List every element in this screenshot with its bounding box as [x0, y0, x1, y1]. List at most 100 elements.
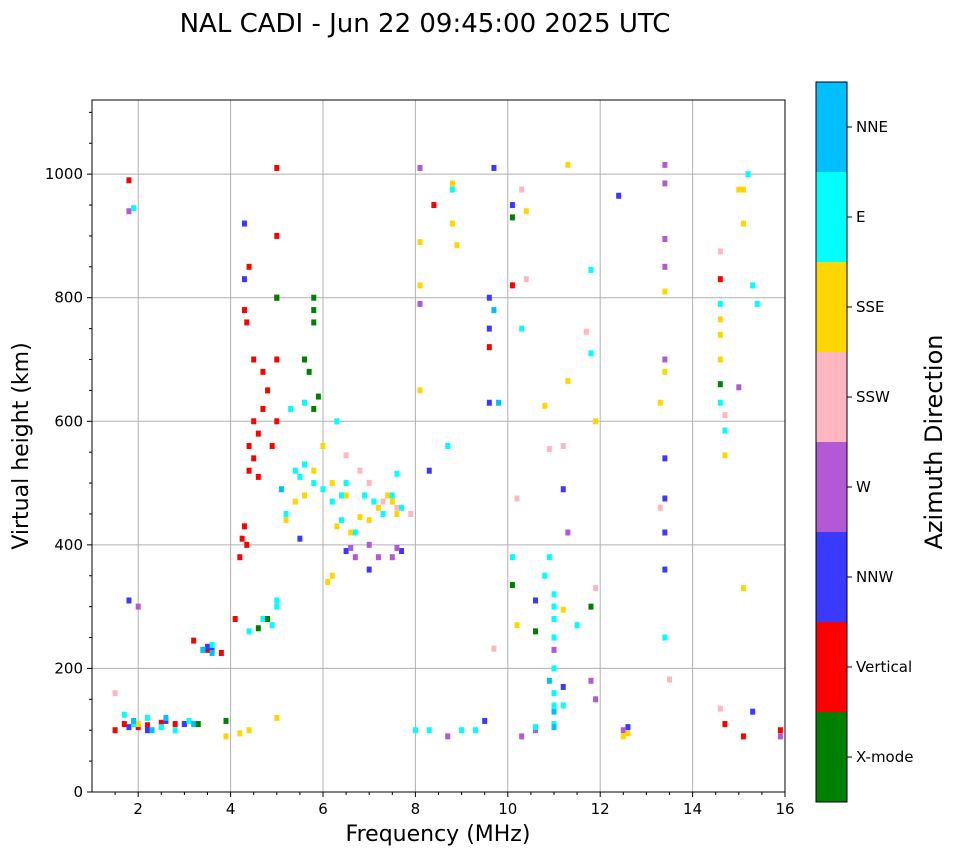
echo-point-vertical [265, 387, 271, 394]
x-tick-label: 12 [591, 800, 610, 818]
echo-point-sse [223, 733, 229, 740]
echo-point-w [348, 544, 354, 551]
echo-point-sse [736, 186, 742, 193]
echo-point-sse [523, 208, 529, 215]
echo-point-ssw [366, 480, 372, 487]
colorbar-segment-x-mode [816, 712, 847, 802]
echo-point-vertical [232, 616, 238, 622]
colorbar-tick-label: NNE [856, 118, 888, 136]
echo-point-e [352, 529, 358, 536]
echo-point-vertical [205, 646, 210, 653]
echo-point-nne [551, 708, 557, 715]
echo-point-nnw [560, 486, 566, 493]
echo-point-e [551, 616, 557, 622]
echo-point-sse [717, 356, 723, 363]
echo-point-x-mode [274, 294, 280, 301]
echo-point-sse [620, 733, 626, 740]
axis-ticks: 2 4 6 8 10 12 14 16 0 200 400 600 800 1000 [45, 111, 795, 818]
colorbar-tick-label: SSE [856, 298, 885, 316]
y-tick-label: 0 [73, 783, 83, 801]
echo-point-sse [366, 517, 372, 524]
echo-point-ssw [583, 328, 589, 335]
echo-point-sse [662, 288, 668, 295]
echo-point-vertical [431, 202, 437, 209]
echo-point-e [472, 727, 478, 734]
echo-point-e [662, 634, 668, 641]
echo-point-nnw [482, 717, 488, 724]
echo-point-e [560, 702, 566, 709]
echo-point-e [459, 727, 465, 734]
colorbar-tick-label: W [856, 478, 871, 496]
echo-point-e [338, 492, 344, 499]
x-tick-label: 4 [226, 800, 236, 818]
echo-point-x-mode [311, 294, 317, 301]
echo-point-x-mode [588, 603, 594, 610]
echo-point-ssw [667, 676, 672, 683]
echo-point-sse [274, 714, 280, 721]
echo-point-x-mode [255, 625, 261, 632]
echo-point-w [352, 554, 358, 561]
colorbar-segment-nnw [816, 532, 847, 622]
echo-point-w [366, 541, 372, 548]
echo-point-sse [740, 220, 746, 227]
echo-point-e [292, 467, 298, 474]
echo-point-w [445, 733, 451, 740]
echo-point-vertical [244, 319, 250, 326]
echo-point-nnw [343, 548, 349, 555]
echo-point-e [158, 724, 164, 731]
echo-point-vertical [239, 535, 245, 542]
echo-point-e [509, 554, 515, 561]
echo-point-w [662, 263, 668, 270]
echo-point-sse [454, 242, 460, 249]
echo-point-vertical [251, 455, 257, 462]
colorbar: X-mode Vertical NNW W SSW SSE E NNE [815, 81, 913, 803]
echo-point-sse [449, 180, 455, 187]
echo-point-e [722, 427, 728, 434]
echo-point-nne [209, 649, 215, 656]
echo-point-nnw [366, 566, 372, 573]
echo-point-ssw [519, 186, 525, 193]
echo-point-e [362, 492, 368, 499]
echo-point-sse [417, 239, 423, 246]
echo-point-nne [163, 714, 169, 721]
echo-point-e [343, 480, 349, 487]
echo-point-vertical [158, 719, 164, 726]
echo-point-vertical [260, 405, 266, 412]
echo-point-sse [329, 572, 335, 579]
echo-point-sse [449, 220, 455, 227]
echo-point-e [394, 470, 400, 477]
echo-point-sse [593, 418, 599, 425]
echo-point-vertical [135, 724, 141, 731]
y-tick-label: 600 [54, 412, 83, 430]
echo-point-e [131, 721, 137, 728]
echo-point-w [565, 529, 571, 536]
echo-point-sse [311, 467, 317, 474]
echo-point-w [777, 733, 783, 740]
echo-point-w [126, 208, 132, 215]
colorbar-segment-w [816, 442, 847, 532]
echo-point-ssw [514, 495, 520, 502]
echo-point-w [417, 300, 423, 307]
echo-point-x-mode [311, 319, 317, 326]
y-tick-label: 800 [54, 289, 83, 307]
chart-title: NAL CADI - Jun 22 09:45:00 2025 UTC [180, 9, 671, 39]
echo-point-w [417, 164, 423, 171]
echo-point-nnw [662, 455, 668, 462]
echo-point-nnw [491, 164, 497, 171]
echo-point-sse [717, 316, 723, 323]
y-axis-label: Virtual height (km) [9, 342, 34, 549]
echo-point-e [320, 486, 326, 493]
echo-point-ssw [394, 504, 400, 511]
echo-point-vertical [241, 523, 247, 530]
echo-point-e [445, 443, 451, 449]
echo-point-nnw [399, 548, 405, 555]
echo-point-w [389, 554, 395, 561]
echo-point-w [736, 384, 742, 391]
plot-area: 2 4 6 8 10 12 14 16 0 200 400 600 800 1000 [45, 99, 795, 818]
echo-point-vertical [269, 443, 275, 449]
echo-point-ssw [722, 412, 728, 419]
colorbar-tick-label: NNW [856, 568, 893, 586]
echo-point-e [551, 665, 557, 672]
echo-point-sse [325, 578, 331, 585]
